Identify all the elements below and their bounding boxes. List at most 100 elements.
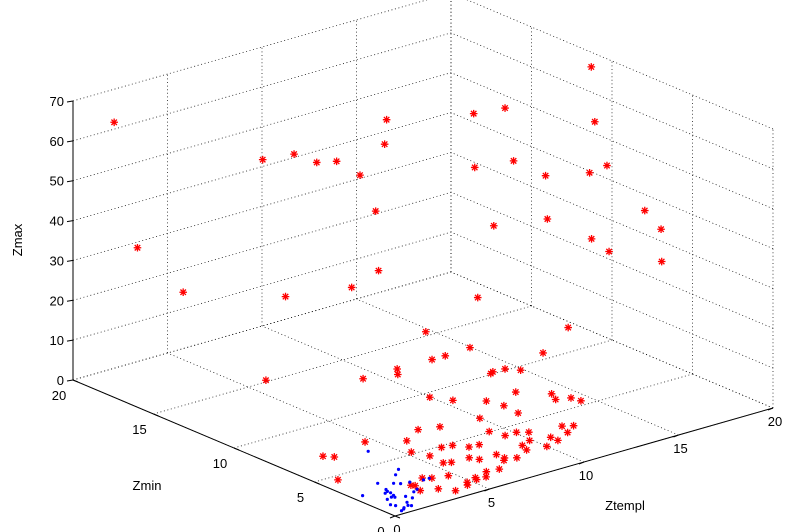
- dot-marker: [376, 481, 380, 485]
- x-tick-label: 5: [488, 495, 495, 510]
- star-marker: [492, 450, 501, 459]
- star-marker: [500, 456, 508, 465]
- y-tick-mark: [314, 481, 320, 485]
- star-marker: [514, 409, 522, 417]
- dot-marker: [421, 478, 426, 482]
- star-marker: [554, 436, 562, 445]
- star-marker: [133, 243, 142, 252]
- star-marker: [470, 163, 479, 172]
- star-marker: [441, 352, 450, 360]
- dot-marker: [388, 503, 393, 507]
- star-marker: [281, 292, 290, 301]
- z-tick-mark: [66, 140, 74, 143]
- dot-marker: [392, 481, 396, 485]
- star-marker: [564, 323, 572, 332]
- star-marker: [657, 257, 666, 266]
- star-marker: [585, 168, 594, 177]
- star-marker: [258, 155, 267, 164]
- x-tick-mark: [389, 515, 396, 519]
- star-marker: [516, 366, 525, 374]
- star-marker: [425, 393, 434, 402]
- z-tick-label: 20: [50, 293, 64, 308]
- x-axis-label: Ztempl: [605, 498, 645, 513]
- z-tick-label: 70: [50, 94, 64, 109]
- star-marker: [547, 389, 556, 398]
- star-marker: [482, 397, 491, 405]
- back-wall-grid-z: [72, 152, 452, 261]
- star-marker: [371, 207, 380, 215]
- y-tick-label: 0: [377, 524, 384, 532]
- star-marker: [541, 171, 550, 180]
- star-marker: [290, 150, 298, 158]
- x-tick-label: 20: [768, 414, 782, 429]
- star-marker: [411, 481, 419, 490]
- dot-marker: [427, 476, 431, 480]
- star-marker: [512, 428, 521, 437]
- z-tick-mark: [66, 379, 74, 382]
- star-marker: [657, 225, 665, 234]
- dot-marker: [412, 490, 416, 494]
- grid-lines: [72, 0, 774, 517]
- star-marker: [428, 474, 436, 482]
- dot-marker: [385, 497, 389, 501]
- y-tick-mark: [153, 413, 159, 417]
- star-marker: [471, 473, 480, 482]
- star-marker: [179, 288, 187, 297]
- star-marker: [402, 437, 411, 445]
- z-tick-mark: [66, 259, 74, 262]
- star-marker: [428, 355, 436, 364]
- star-marker: [513, 454, 521, 462]
- dot-marker: [391, 493, 396, 497]
- z-tick-mark: [66, 299, 74, 302]
- y-tick-mark: [72, 379, 79, 383]
- star-marker: [640, 206, 649, 215]
- y-tick-label: 5: [297, 490, 304, 505]
- back-wall-grid-z: [72, 271, 452, 381]
- back-wall-grid-z: [72, 32, 452, 142]
- side-wall-grid-z: [450, 112, 774, 249]
- floor-grid-y: [314, 373, 693, 483]
- x-tick-mark: [673, 434, 679, 438]
- dot-marker: [399, 482, 403, 486]
- star-marker: [356, 171, 364, 179]
- dot-marker: [396, 467, 401, 471]
- star-marker: [426, 452, 434, 460]
- floor-grid-y: [233, 339, 613, 449]
- star-marker: [473, 293, 482, 302]
- star-marker: [509, 157, 518, 165]
- star-marker: [416, 486, 425, 495]
- side-wall-grid-z: [450, 271, 774, 409]
- star-marker: [577, 396, 585, 405]
- star-marker: [546, 433, 555, 442]
- z-tick-label: 50: [50, 174, 64, 189]
- x-tick-mark: [578, 461, 585, 465]
- star-marker: [466, 343, 474, 352]
- dot-marker: [415, 487, 419, 491]
- y-tick-label: 10: [213, 456, 227, 471]
- star-marker: [312, 158, 321, 167]
- z-axis-label: Zmax: [10, 223, 25, 256]
- star-marker: [262, 376, 270, 385]
- x-tick-mark: [767, 407, 774, 411]
- star-marker: [482, 473, 490, 481]
- star-marker: [393, 365, 401, 373]
- x-tick-mark: [484, 488, 490, 492]
- star-marker: [501, 365, 509, 373]
- star-marker: [463, 481, 472, 489]
- z-tick-label: 10: [50, 333, 64, 348]
- star-marker: [465, 443, 473, 451]
- star-marker: [437, 443, 446, 452]
- star-marker: [418, 474, 427, 482]
- star-marker: [495, 465, 504, 473]
- star-marker: [569, 421, 578, 430]
- star-marker: [475, 455, 484, 464]
- star-marker: [558, 422, 566, 430]
- star-marker: [500, 401, 508, 410]
- dot-marker: [410, 496, 414, 500]
- z-tick-label: 30: [50, 253, 64, 268]
- star-marker: [382, 115, 391, 124]
- dot-marker: [384, 487, 388, 492]
- star-marker: [361, 438, 369, 446]
- star-marker: [434, 485, 443, 493]
